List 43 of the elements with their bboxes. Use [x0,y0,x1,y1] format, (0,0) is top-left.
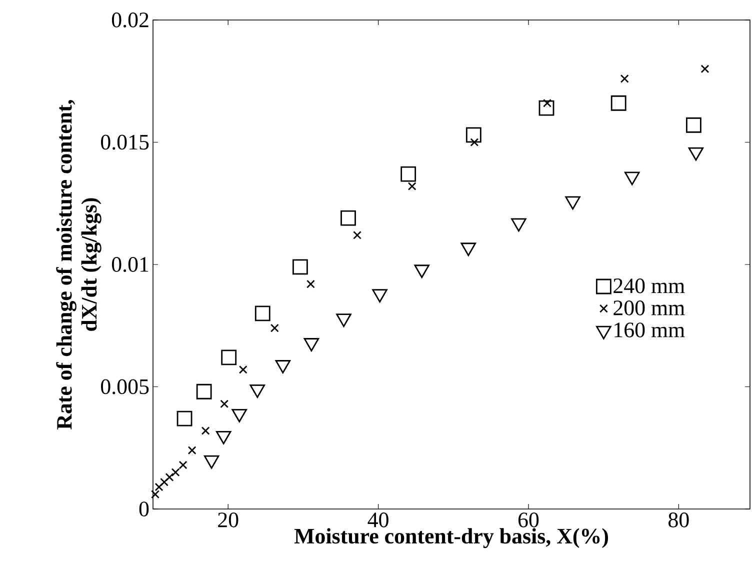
legend-label: 240 mm [614,278,685,294]
point [196,384,212,400]
point [151,490,160,499]
point [408,182,416,190]
point [160,478,168,486]
point [188,446,196,455]
point [306,280,315,288]
point [686,117,702,133]
point [270,324,279,332]
point [292,259,308,275]
point [620,74,629,83]
y-tick-label: 0.015 [100,134,149,150]
point [176,410,192,426]
point [221,350,237,366]
y-tick-label: 0.005 [100,379,149,394]
point [466,127,482,143]
point [400,166,416,182]
point [538,100,554,116]
point [238,365,248,374]
point [610,95,626,111]
point [700,64,710,74]
point [165,472,174,482]
point [220,400,229,408]
point [470,138,479,146]
y-tick-label: 0.01 [112,257,148,272]
point [254,306,270,322]
y-tick-label: 0.02 [112,12,148,28]
point [178,460,188,470]
legend-label: 160 mm [614,322,685,338]
point [201,426,210,435]
y-tick-label: 0 [139,502,149,516]
x-tick-label: 20 [218,512,238,528]
x-tick-label: 80 [668,512,689,528]
point [171,468,180,477]
point [353,230,362,240]
point [340,210,356,226]
x-tick-label: 60 [518,512,539,528]
x-axis-title: Moisture content-dry basis, X(%) [294,528,608,548]
point [543,98,552,108]
legend-label: 200 mm [614,300,685,316]
point [154,482,164,492]
y-axis-title: Rate of change of moisture content, dX/dt (kg/kgs) [56,100,102,430]
x-tick-label: 40 [368,512,388,528]
